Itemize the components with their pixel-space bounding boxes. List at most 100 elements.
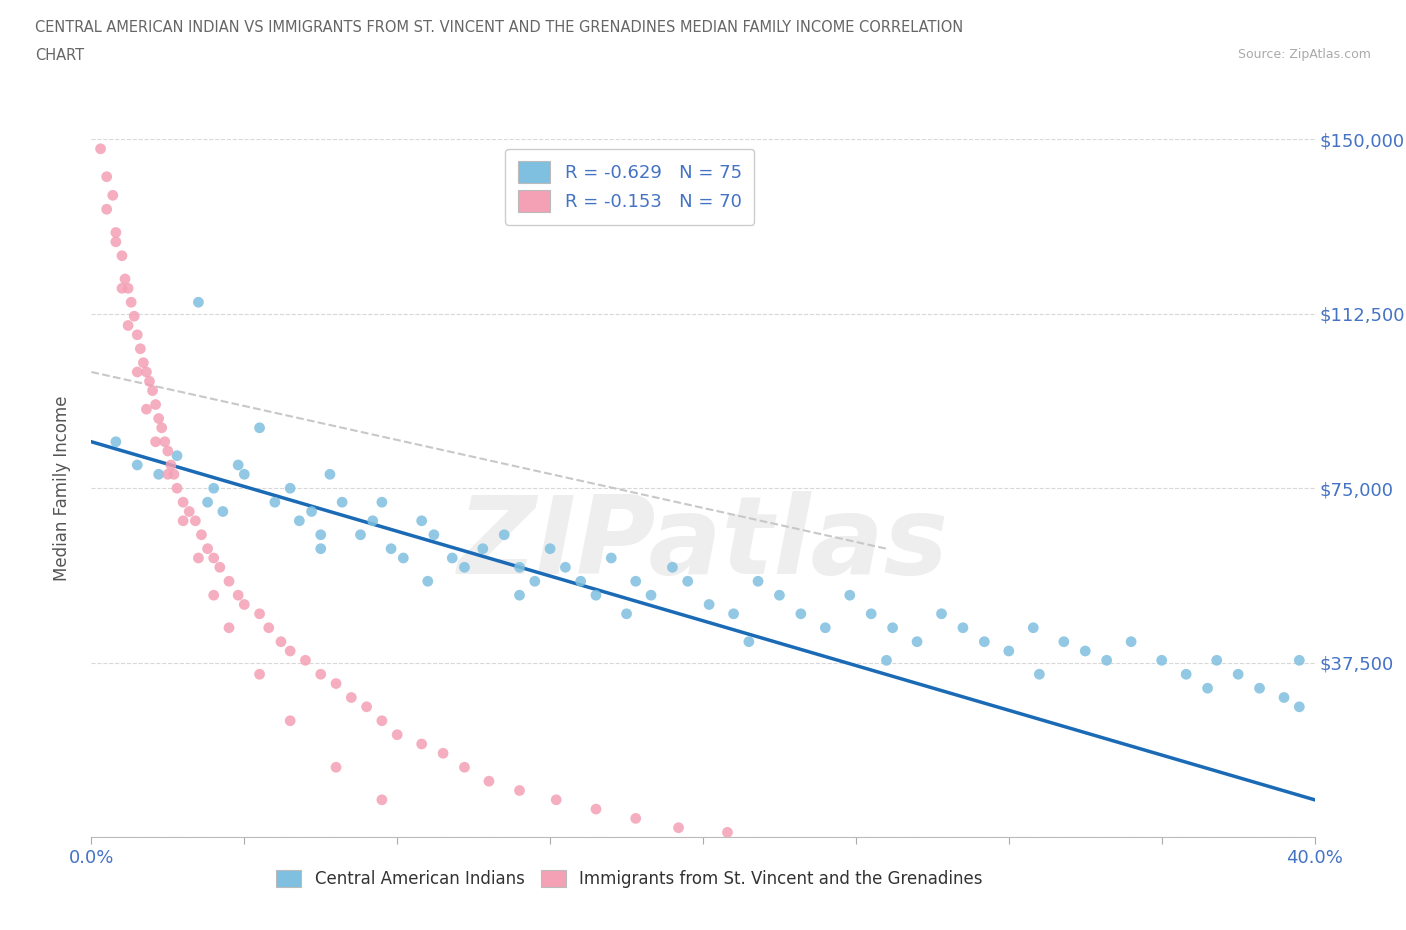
Point: [441, 551, 464, 565]
Point: [340, 690, 363, 705]
Point: [233, 597, 256, 612]
Point: [973, 634, 995, 649]
Point: [208, 560, 231, 575]
Point: [156, 444, 179, 458]
Point: [117, 318, 139, 333]
Point: [150, 420, 173, 435]
Text: Source: ZipAtlas.com: Source: ZipAtlas.com: [1237, 48, 1371, 61]
Point: [145, 397, 167, 412]
Point: [249, 420, 271, 435]
Point: [163, 467, 186, 482]
Point: [585, 588, 607, 603]
Point: [1053, 634, 1076, 649]
Point: [160, 458, 183, 472]
Point: [166, 481, 188, 496]
Point: [141, 383, 163, 398]
Point: [138, 374, 160, 389]
Point: [1121, 634, 1143, 649]
Point: [875, 653, 898, 668]
Point: [197, 495, 219, 510]
Point: [471, 541, 494, 556]
Point: [166, 448, 188, 463]
Point: [1022, 620, 1045, 635]
Point: [278, 644, 301, 658]
Point: [1288, 699, 1310, 714]
Point: [278, 481, 301, 496]
Point: [288, 513, 311, 528]
Point: [616, 606, 638, 621]
Point: [585, 802, 607, 817]
Point: [1205, 653, 1227, 668]
Point: [361, 513, 384, 528]
Point: [156, 467, 179, 482]
Point: [148, 467, 170, 482]
Point: [624, 811, 647, 826]
Point: [202, 551, 225, 565]
Point: [187, 551, 209, 565]
Point: [1074, 644, 1097, 658]
Point: [411, 737, 433, 751]
Point: [1028, 667, 1050, 682]
Point: [569, 574, 592, 589]
Point: [309, 527, 332, 542]
Point: [309, 541, 332, 556]
Point: [325, 760, 347, 775]
Point: [226, 458, 249, 472]
Point: [371, 792, 394, 807]
Point: [264, 495, 287, 510]
Y-axis label: Median Family Income: Median Family Income: [52, 395, 70, 581]
Point: [179, 504, 201, 519]
Text: CENTRAL AMERICAN INDIAN VS IMMIGRANTS FROM ST. VINCENT AND THE GRENADINES MEDIAN: CENTRAL AMERICAN INDIAN VS IMMIGRANTS FR…: [35, 20, 963, 35]
Point: [96, 169, 118, 184]
Point: [640, 588, 662, 603]
Text: ZIPatlas: ZIPatlas: [457, 491, 949, 597]
Point: [411, 513, 433, 528]
Point: [349, 527, 371, 542]
Point: [114, 272, 136, 286]
Point: [668, 820, 690, 835]
Point: [135, 402, 157, 417]
Point: [509, 588, 531, 603]
Point: [104, 434, 127, 449]
Point: [905, 634, 928, 649]
Point: [184, 513, 207, 528]
Point: [509, 560, 531, 575]
Point: [257, 620, 280, 635]
Point: [1288, 653, 1310, 668]
Point: [111, 248, 134, 263]
Point: [747, 574, 769, 589]
Point: [1272, 690, 1295, 705]
Point: [356, 699, 378, 714]
Point: [197, 541, 219, 556]
Point: [371, 495, 394, 510]
Point: [120, 295, 142, 310]
Point: [153, 434, 176, 449]
Point: [432, 746, 454, 761]
Point: [122, 309, 145, 324]
Point: [226, 588, 249, 603]
Point: [931, 606, 953, 621]
Point: [509, 783, 531, 798]
Point: [624, 574, 647, 589]
Point: [90, 141, 112, 156]
Legend: Central American Indians, Immigrants from St. Vincent and the Grenadines: Central American Indians, Immigrants fro…: [270, 863, 990, 895]
Point: [1249, 681, 1271, 696]
Point: [453, 760, 475, 775]
Point: [129, 341, 152, 356]
Point: [453, 560, 475, 575]
Point: [697, 597, 720, 612]
Point: [294, 653, 316, 668]
Point: [392, 551, 415, 565]
Point: [212, 504, 235, 519]
Point: [998, 644, 1021, 658]
Point: [218, 574, 240, 589]
Point: [249, 667, 271, 682]
Point: [187, 295, 209, 310]
Point: [249, 606, 271, 621]
Point: [554, 560, 576, 575]
Point: [790, 606, 813, 621]
Point: [270, 634, 292, 649]
Point: [218, 620, 240, 635]
Point: [952, 620, 974, 635]
Point: [1175, 667, 1198, 682]
